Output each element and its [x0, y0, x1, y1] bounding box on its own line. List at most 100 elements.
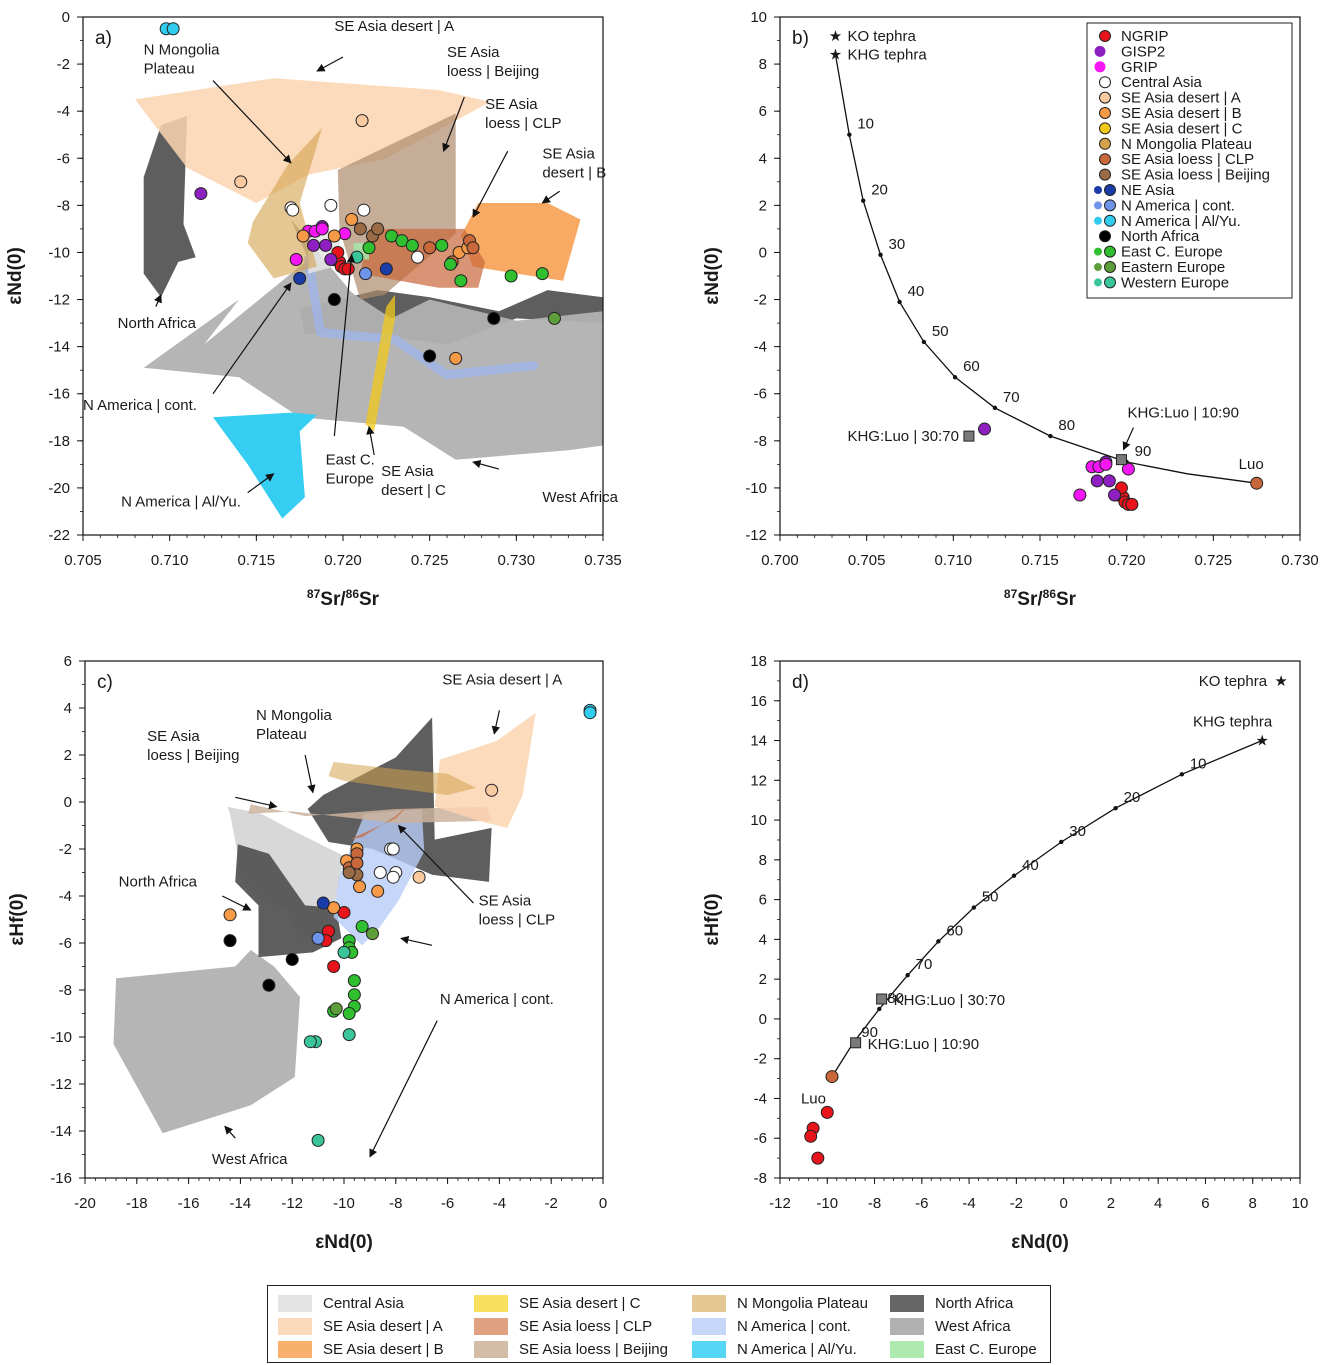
x-tick-label: 0.735 — [584, 552, 622, 569]
curve-tick-mark — [878, 252, 883, 258]
point-east-c-europe — [342, 1007, 356, 1020]
annotation-label: N America | Al/Yu. — [121, 494, 241, 511]
annotation-arrow — [224, 1125, 236, 1139]
x-tick-label: 8 — [1249, 1195, 1257, 1212]
legend-swatch — [474, 1294, 508, 1312]
legend-label: SE Asia desert | C — [1121, 120, 1243, 137]
curve-tick-label: 50 — [982, 889, 999, 906]
mixing-curve — [834, 54, 1257, 484]
endmember-marker — [825, 1070, 839, 1084]
y-tick-label: -18 — [48, 433, 70, 450]
annotation-arrow — [333, 253, 356, 437]
y-tick-label: 18 — [750, 653, 767, 670]
point-ne-asia — [379, 262, 393, 276]
x-axis-label: 87Sr/86Sr — [1004, 587, 1077, 610]
legend-marker — [1099, 153, 1111, 166]
y-tick-label: 16 — [750, 693, 767, 710]
legend-label: N Mongolia Plateau — [737, 1294, 868, 1312]
legend-swatch — [692, 1317, 726, 1335]
annotation-label: SE Asia — [479, 892, 532, 909]
field-se-asia-desert-c — [365, 294, 395, 432]
point-se-asia-desert-b — [371, 884, 385, 898]
point-east-c-europe — [504, 269, 518, 283]
y-tick-label: -2 — [754, 1051, 767, 1068]
point-north-africa — [262, 978, 276, 992]
x-axis-label: εNd(0) — [315, 1232, 373, 1253]
y-tick-label: -2 — [754, 292, 767, 309]
point-se-asia-desert-b — [296, 229, 310, 243]
x-tick-label: 0.715 — [1021, 552, 1059, 569]
annotation-arrow — [212, 282, 292, 395]
x-tick-label: 0.725 — [1195, 552, 1233, 569]
y-tick-label: -8 — [59, 982, 72, 999]
legend-swatch — [890, 1294, 924, 1312]
y-axis-label: εNd(0) — [702, 247, 723, 305]
legend-marker — [1094, 216, 1102, 225]
x-tick-label: -4 — [493, 1195, 506, 1212]
curve-tick-label: 20 — [1124, 789, 1141, 806]
curve-tick-mark — [971, 905, 977, 910]
annotation-arrow — [222, 895, 252, 911]
point-se-asia-desert-a — [412, 870, 426, 884]
legend-label: North Africa — [1121, 228, 1200, 245]
y-tick-label: 10 — [750, 812, 767, 829]
annotation-label: loess | CLP — [485, 115, 561, 132]
annotation-label: North Africa — [119, 874, 198, 891]
y-tick-label: -8 — [57, 197, 70, 214]
curve-tick-label: 90 — [1135, 443, 1152, 460]
y-tick-label: -8 — [754, 1170, 767, 1187]
curve-tick-label: 70 — [1003, 389, 1020, 406]
annotation-label: SE Asia desert | A — [442, 672, 562, 689]
x-tick-label: 0.715 — [238, 552, 276, 569]
x-tick-label: 0.720 — [324, 552, 362, 569]
x-tick-label: 2 — [1107, 1195, 1115, 1212]
x-tick-label: -4 — [962, 1195, 975, 1212]
annotation-arrow — [212, 80, 292, 164]
mix-marker — [876, 993, 888, 1005]
point-western-europe — [350, 250, 364, 264]
legend-label: GISP2 — [1121, 43, 1165, 60]
annotation-label: N America | cont. — [440, 991, 554, 1008]
x-tick-label: -10 — [333, 1195, 355, 1212]
legend-item-se-asia-desert-c: SE Asia desert | C — [474, 1293, 640, 1313]
annotation-arrow — [472, 150, 509, 218]
x-tick-label: 10 — [1292, 1195, 1309, 1212]
legend-marker — [1094, 247, 1102, 256]
legend-swatch — [278, 1340, 312, 1358]
field-north-africa — [235, 844, 342, 958]
legend-label: N Mongolia Plateau — [1121, 136, 1252, 153]
y-tick-label: -10 — [50, 1029, 72, 1046]
point-gisp2 — [307, 238, 321, 252]
point-gisp2 — [978, 422, 992, 436]
point-se-asia-desert-b — [353, 880, 367, 894]
point-north-africa — [223, 934, 237, 948]
y-axis-label: εHf(0) — [7, 893, 28, 945]
panel-letter: b) — [792, 28, 809, 49]
point-east-c-europe — [443, 257, 457, 271]
annotation-label: West Africa — [542, 489, 618, 506]
point-western-europe — [337, 945, 351, 959]
point-gisp2 — [194, 187, 208, 201]
legend-item-se-asia-loess-beijing: SE Asia loess | Beijing — [474, 1339, 668, 1359]
point-ngrip — [811, 1151, 825, 1165]
x-tick-label: 0.725 — [411, 552, 449, 569]
annotation-arrow — [304, 754, 316, 794]
legend-label: GRIP — [1121, 59, 1158, 76]
plot-frame — [779, 660, 1301, 1179]
point-central-asia — [386, 870, 400, 884]
curve-tick-label: 20 — [871, 182, 888, 199]
y-tick-label: -12 — [48, 292, 70, 309]
legend-label: Western Europe — [1121, 274, 1229, 291]
point-ngrip — [820, 1105, 834, 1119]
x-tick-label: 6 — [1201, 1195, 1209, 1212]
star-icon: ★ — [829, 28, 842, 45]
star-icon: ★ — [1274, 673, 1287, 690]
mix-label: KHG:Luo | 30:70 — [894, 992, 1005, 1009]
annotation-arrow — [369, 1020, 438, 1158]
x-tick-label: 0.700 — [761, 552, 799, 569]
star-icon: ★ — [1255, 733, 1268, 750]
y-tick-label: -4 — [754, 1090, 767, 1107]
legend-swatch — [474, 1340, 508, 1358]
